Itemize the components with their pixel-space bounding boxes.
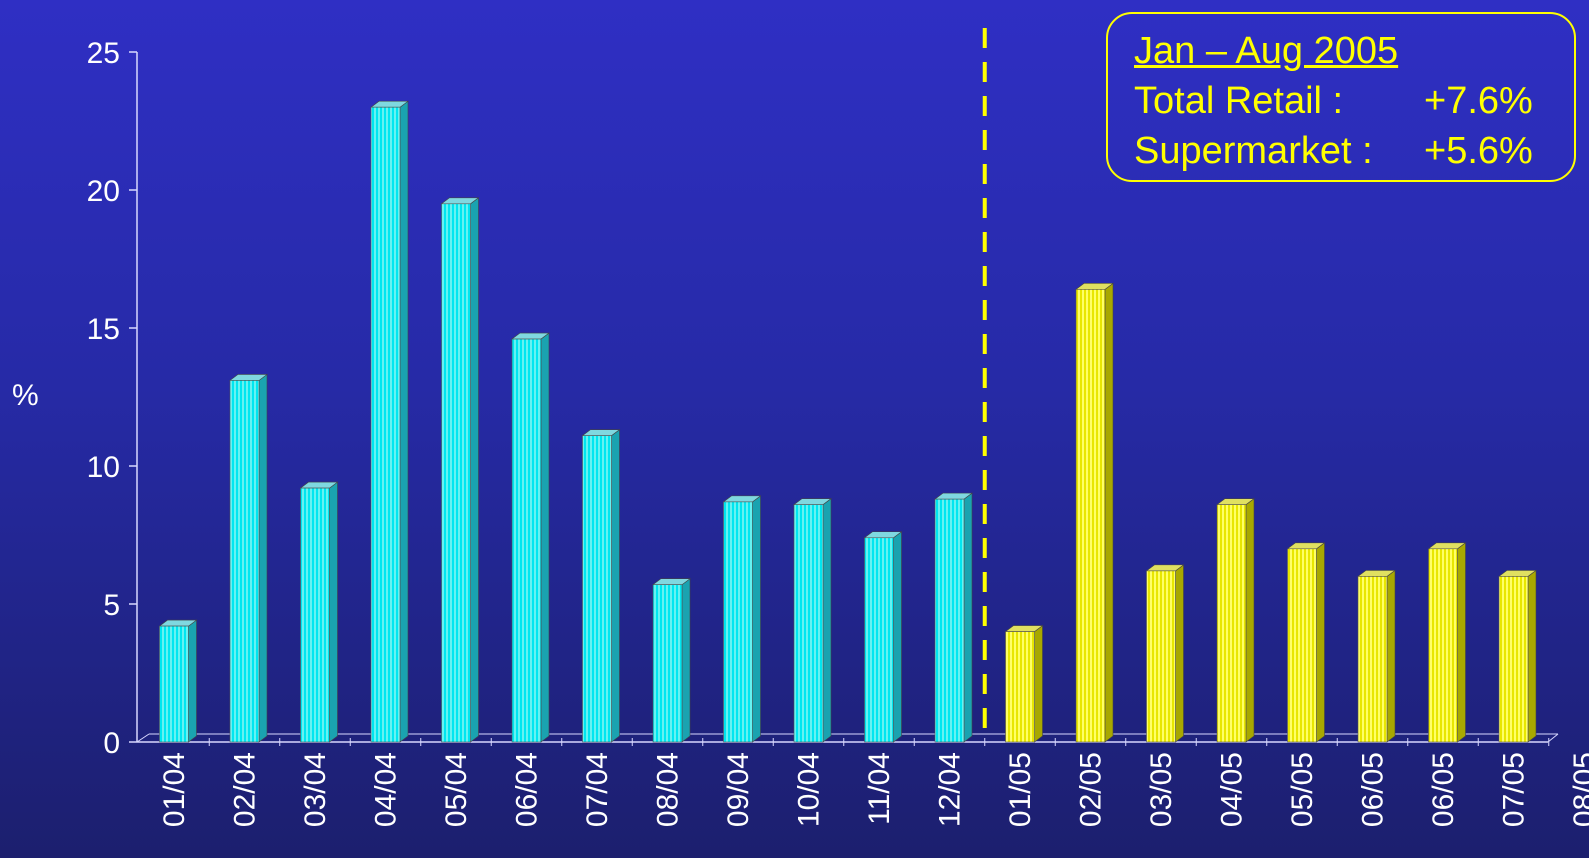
callout-row-label: Supermarket :	[1134, 130, 1373, 172]
bar-side	[1386, 569, 1396, 743]
bar-front	[652, 584, 683, 743]
bar-side	[822, 498, 832, 743]
summary-callout: Jan – Aug 2005 Total Retail : +7.6% Supe…	[1106, 12, 1576, 182]
x-tick-label: 06/04	[511, 752, 544, 827]
bar	[1004, 624, 1044, 743]
x-tick-label: 12/04	[934, 752, 967, 827]
bar	[1498, 569, 1537, 743]
bar-front	[934, 498, 965, 743]
bars	[158, 100, 1537, 743]
x-tick-label: 03/04	[299, 752, 332, 827]
x-axis-depth-right	[1547, 733, 1559, 743]
tick-labels: 0 5 10 15 20 25 01/04 02/04 03/04 04/04 05/04 06/04…	[87, 37, 1589, 827]
bar	[299, 481, 339, 743]
y-tick-label: 0	[103, 727, 120, 760]
bar-front	[441, 203, 471, 743]
bar-front	[511, 338, 542, 743]
bar-side	[258, 373, 268, 743]
bar-front	[1357, 576, 1388, 743]
x-tick-label: 06/05	[1357, 752, 1390, 827]
bar-side	[963, 492, 973, 743]
y-axis-label: %	[12, 379, 39, 412]
bar-side	[540, 332, 550, 743]
bar-front	[1005, 631, 1035, 743]
bar	[370, 100, 409, 743]
y-tick-label: 20	[87, 175, 120, 208]
x-axis-depth-left	[136, 733, 150, 743]
bar-side	[1457, 542, 1466, 743]
x-tick-label: 04/04	[370, 752, 403, 827]
x-tick-label: 05/05	[1286, 752, 1319, 827]
callout-row-value: +5.6%	[1424, 130, 1533, 172]
bar-side	[893, 531, 902, 743]
x-tick-label: 03/05	[1145, 752, 1178, 827]
bar-side	[752, 495, 761, 743]
x-tick-label: 10/04	[793, 752, 826, 827]
bar-front	[229, 380, 260, 743]
x-tick-label: 08/05	[1568, 752, 1589, 827]
x-tick-label: 02/04	[229, 752, 262, 827]
bar-side	[681, 578, 691, 743]
bar-front	[793, 504, 824, 743]
bar-front	[864, 537, 894, 743]
callout-row-value: +7.6%	[1424, 80, 1533, 122]
bar	[1216, 498, 1255, 743]
bar-front	[1216, 504, 1247, 743]
bar	[1286, 542, 1326, 743]
bar-side	[1316, 542, 1325, 743]
bar	[1357, 569, 1396, 743]
bar-front	[1428, 548, 1458, 743]
bar-side	[1034, 624, 1043, 743]
bar	[158, 619, 198, 743]
bar	[581, 429, 621, 743]
bar-side	[1104, 282, 1114, 743]
bar-side	[1245, 498, 1255, 743]
x-tick-label: 01/05	[1004, 752, 1037, 827]
bar	[793, 498, 832, 743]
x-tick-label: 11/04	[863, 752, 896, 825]
bar-side	[1175, 564, 1184, 743]
x-tick-label: 02/05	[1075, 752, 1108, 827]
bar-front	[1146, 570, 1176, 743]
y-tick-label: 5	[103, 589, 120, 622]
bar	[934, 492, 973, 743]
bar-front	[582, 435, 612, 743]
bar	[229, 373, 268, 743]
x-tick-label: 06/05	[1427, 752, 1460, 827]
bar	[1427, 542, 1467, 743]
x-tick-label: 01/04	[158, 752, 191, 827]
bar	[652, 578, 691, 743]
bar-front	[723, 501, 753, 743]
bar	[511, 332, 550, 743]
x-tick-label: 07/05	[1498, 752, 1531, 827]
callout-header: Jan – Aug 2005	[1134, 30, 1399, 72]
bar-front	[1287, 548, 1317, 743]
x-tick-label: 07/04	[581, 752, 614, 827]
x-tick-label: 08/04	[652, 752, 685, 827]
bar-front	[1498, 576, 1529, 743]
y-tick-label: 25	[87, 37, 120, 70]
bar	[440, 197, 480, 743]
bar-front	[370, 106, 401, 743]
bar-side	[611, 429, 620, 743]
bar	[863, 531, 903, 743]
bar	[722, 495, 762, 743]
y-tick-label: 15	[87, 313, 120, 346]
x-tick-label: 09/04	[722, 752, 755, 827]
x-tick-label: 05/04	[440, 752, 473, 827]
bar-side	[1527, 569, 1537, 743]
y-tick-label: 10	[87, 451, 120, 484]
bar-front	[1075, 289, 1106, 743]
bar	[1145, 564, 1185, 743]
x-tick-label: 04/05	[1216, 752, 1249, 827]
callout-row-label: Total Retail :	[1134, 80, 1344, 122]
bar-front	[159, 625, 189, 743]
bar-side	[329, 481, 338, 743]
bar-front	[300, 487, 330, 743]
bar	[1075, 282, 1114, 743]
bar-side	[470, 197, 479, 743]
bar-side	[188, 619, 197, 743]
bar-side	[399, 100, 409, 743]
